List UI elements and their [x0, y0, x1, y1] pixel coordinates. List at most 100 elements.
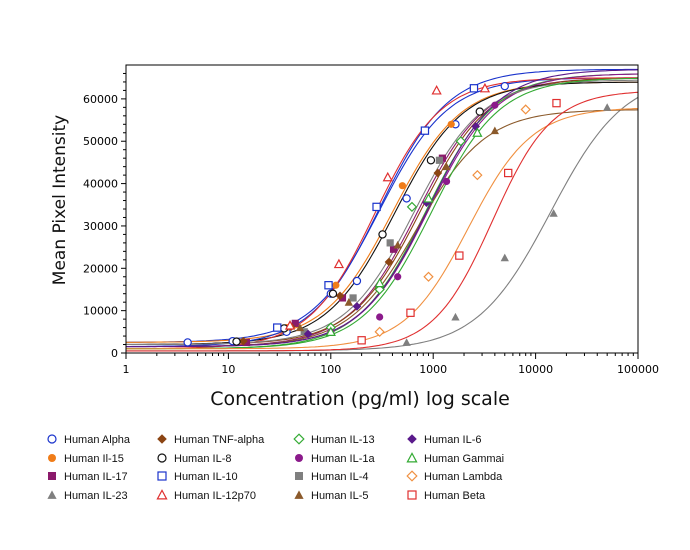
x-tick-label: 1 [123, 363, 130, 376]
data-point-human-il-17 [338, 294, 347, 302]
data-point-human-beta [406, 308, 415, 317]
data-point-human-il-10 [324, 281, 333, 290]
data-point-human-beta [357, 336, 366, 345]
data-point-human-il-10 [469, 84, 479, 93]
data-point-human-alpha [183, 338, 192, 347]
x-axis: 1 10 100 1000 10000 100000 [123, 353, 659, 376]
y-tick-label: 60000 [83, 93, 118, 106]
legend-marker-human-il-8 [157, 453, 167, 463]
data-point-human-il-13 [406, 201, 418, 213]
data-point-human-il-4 [386, 239, 394, 247]
legend-label: Human TNF-alpha [174, 434, 265, 446]
legend-marker-human-il-4 [295, 472, 303, 480]
legend-label: Human IL-8 [174, 453, 231, 465]
data-point-human-il-17 [389, 245, 398, 253]
data-point-human-gammai [325, 326, 336, 336]
data-point-human-il-10 [372, 202, 381, 212]
x-tick-label: 1000 [419, 363, 447, 376]
legend-marker-human-il-5 [294, 490, 304, 499]
legend-marker-human-il-13 [293, 433, 305, 445]
data-point-human-il-12p70 [284, 320, 296, 330]
data-point-human-il-4 [300, 328, 308, 336]
fit-curve-human-beta [126, 91, 639, 352]
data-point-human-tnf-alpha [433, 168, 443, 178]
data-point-human-il-23 [549, 209, 558, 217]
data-point-human-il-15 [398, 182, 406, 190]
legend-marker-human-il-23 [47, 490, 57, 499]
legend-label: Human IL-13 [311, 434, 375, 446]
data-point-human-il-5 [442, 162, 451, 171]
legend-marker-human-il-6 [407, 434, 417, 444]
fit-curve-human-il-10 [126, 68, 638, 348]
data-point-human-il-8 [475, 107, 484, 116]
data-point-human-lambda [374, 326, 385, 337]
data-point-human-il-5 [490, 126, 499, 135]
data-point-human-il-17 [242, 338, 251, 347]
y-tick-label: 50000 [83, 135, 118, 148]
data-point-human-il-15 [447, 120, 455, 128]
legend-marker-human-il-17 [48, 472, 56, 480]
data-point-human-tnf-alpha [384, 257, 394, 267]
legend-marker-human-il-12p70 [156, 489, 168, 500]
data-point-human-il-12p70 [479, 82, 491, 93]
data-point-human-il-13 [374, 284, 385, 295]
plot-area [126, 65, 638, 353]
fit-curve-human-il-4 [126, 79, 638, 346]
data-point-human-tnf-alpha [335, 291, 345, 301]
data-point-human-il-6 [303, 329, 313, 339]
data-point-human-il-5 [393, 240, 402, 249]
legend: Human Alpha Human Il-15 Human IL-17 Human I… [47, 433, 504, 502]
data-point-human-gammai [472, 127, 483, 137]
data-point-human-il-1a [376, 313, 384, 321]
data-point-human-il-8 [426, 156, 436, 165]
data-point-human-il-12p70 [431, 85, 442, 95]
data-point-human-lambda [472, 169, 483, 181]
data-point-human-il-23 [500, 253, 509, 262]
data-point-human-il-4 [435, 156, 444, 164]
data-point-human-beta [503, 168, 513, 178]
data-point-human-il-13 [455, 136, 466, 147]
data-point-human-gammai [374, 277, 385, 288]
legend-label: Human IL-5 [311, 490, 368, 502]
data-point-human-il-10 [420, 126, 430, 135]
legend-label: Human Lambda [424, 471, 503, 483]
legend-marker-human-il-10 [157, 471, 167, 481]
data-point-human-beta [552, 98, 561, 108]
y-tick-label: 40000 [83, 178, 118, 191]
data-point-human-beta [455, 251, 464, 260]
x-tick-label: 100000 [617, 363, 659, 376]
legend-marker-human-tnf-alpha [157, 434, 167, 444]
legend-label: Human IL-17 [64, 471, 128, 483]
data-point-human-il-1a [491, 101, 499, 109]
x-tick-label: 10 [221, 363, 235, 376]
legend-label: Human IL-4 [311, 471, 368, 483]
data-point-human-il-12p70 [382, 171, 393, 182]
data-point-human-alpha [352, 276, 362, 286]
legend-marker-human-gammai [406, 452, 418, 463]
y-tick-label: 30000 [83, 220, 118, 233]
data-point-human-il-8 [378, 230, 387, 239]
x-tick-label: 100 [320, 363, 341, 376]
data-point-human-alpha [402, 194, 411, 203]
y-axis: 0 10000 20000 30000 40000 50000 60000 [83, 72, 126, 360]
data-point-human-il-5 [295, 323, 305, 332]
data-point-human-il-8 [232, 337, 241, 346]
y-axis-title: Mean Pixel Intensity [50, 115, 70, 285]
legend-label: Human Beta [424, 490, 486, 502]
x-tick-label: 10000 [518, 363, 553, 376]
legend-label: Human IL-12p70 [174, 490, 256, 502]
data-point-human-il-5 [344, 298, 353, 306]
y-tick-label: 20000 [83, 262, 118, 275]
legend-label: Human IL-23 [64, 490, 128, 502]
legend-label: Human Gammai [424, 453, 504, 465]
data-point-human-il-23 [451, 312, 460, 321]
data-point-human-il-23 [603, 103, 612, 111]
fit-curve-human-il-12p70 [126, 77, 638, 350]
legend-marker-human-il-1a [295, 454, 303, 462]
data-point-human-alpha [500, 81, 509, 91]
data-point-human-il-8 [328, 289, 338, 298]
data-point-human-il-1a [394, 273, 402, 281]
legend-label: Human Alpha [64, 434, 131, 446]
data-point-human-gammai [423, 193, 434, 203]
legend-marker-human-il-15 [48, 454, 56, 462]
